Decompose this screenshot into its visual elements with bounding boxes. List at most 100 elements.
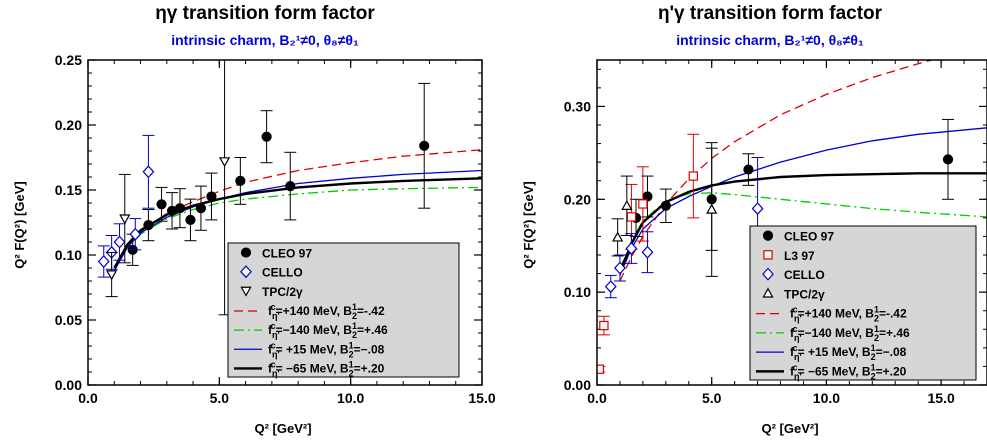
legend-label: fη'c= −65 MeV, B21=+.20 (790, 362, 907, 381)
legend-label: CLEO 97 (262, 247, 312, 261)
data-point (751, 202, 764, 216)
legend-label-part: 1 (349, 340, 354, 350)
y-tick-label: 0.25 (55, 52, 82, 68)
plot-area: 0.0 5.0 10.0 15.0 0.00 0.10 0.20 0.30 CLEO 97 L3 … (564, 59, 987, 406)
legend-label-part: c (271, 340, 276, 350)
data-point (185, 214, 196, 225)
x-tick-label: 10.0 (813, 390, 840, 406)
legend-label-part: =+140 MeV, B (798, 307, 875, 321)
legend-label-part: c (793, 305, 798, 315)
legend-label-part: η' (794, 352, 802, 362)
legend-label-part: η' (272, 311, 280, 321)
x-tick-label: 15.0 (927, 390, 954, 406)
data-point (285, 181, 296, 192)
theory-curve (113, 186, 482, 271)
legend-label-part: =+.20 (876, 364, 907, 378)
data-point (604, 280, 617, 294)
data-point (206, 191, 217, 202)
legend-label-part: =+.46 (879, 326, 910, 340)
data-point (218, 157, 231, 168)
legend-label-part: c (793, 362, 798, 372)
data-point (97, 255, 110, 268)
legend-label-part: 2 (871, 371, 876, 381)
data-point (261, 131, 272, 142)
legend-label-part: 1 (874, 305, 879, 315)
chart-title: η'γ transition form factor (658, 3, 883, 24)
y-axis-label: Q² F(Q²) [GeV] (521, 181, 536, 268)
chart-subtitle: intrinsic charm, B₂¹≠0, θ₈≠θ₁ (676, 32, 864, 48)
data-point (621, 199, 633, 210)
data-point (174, 203, 186, 214)
x-tick-label: 15.0 (468, 390, 495, 406)
legend-label-part: = −65 MeV, B (798, 364, 871, 378)
legend-label: fη'c=+140 MeV, B21=-.42 (790, 305, 907, 324)
y-axis-label: Q² F(Q²) [GeV] (12, 181, 27, 268)
x-axis-label: Q² [GeV²] (761, 421, 818, 436)
legend-label-part: 2 (352, 330, 357, 340)
legend-label: fη'c= +15 MeV, B21=−.08 (268, 340, 385, 359)
data-point (641, 245, 654, 259)
legend-label: TPC/2γ (784, 287, 825, 301)
legend-label-part: 2 (874, 333, 879, 343)
legend-label-part: =-.42 (357, 304, 385, 318)
legend-label-part: η' (272, 330, 280, 340)
legend-label: fη'c= +15 MeV, B21=−.08 (790, 343, 907, 362)
legend-box (227, 242, 460, 378)
data-point (743, 164, 754, 175)
legend-label-part: η' (272, 368, 280, 378)
legend-label-part: =−.08 (354, 342, 385, 356)
data-points (97, 60, 431, 316)
plot-area: 0.0 5.0 10.0 15.0 0.00 0.05 0.10 0.15 0.20 0.25 CL… (55, 52, 496, 406)
legend-label-part: =-.42 (879, 307, 907, 321)
legend-label-part: f (268, 342, 273, 356)
legend-label-part: c (271, 321, 276, 331)
legend-label: CELLO (262, 266, 303, 280)
legend-label-part: =+140 MeV, B (276, 304, 353, 318)
legend-label-part: =−.08 (876, 345, 907, 359)
data-point (143, 220, 154, 231)
x-tick-label: 10.0 (337, 390, 364, 406)
plot-frame (87, 59, 483, 386)
y-tick-label: 0.00 (55, 377, 82, 393)
y-tick-label: 0.30 (564, 98, 591, 114)
legend-label-part: 1 (352, 302, 357, 312)
legend-label-part: f (268, 304, 273, 318)
legend-label: CLEO 97 (784, 230, 834, 244)
legend-label: fη'c=−140 MeV, B21=+.46 (790, 324, 910, 343)
legend-label-part: 1 (871, 343, 876, 353)
legend-label-part: =+.46 (357, 323, 388, 337)
legend-label-part: =−140 MeV, B (276, 323, 353, 337)
data-point (599, 320, 609, 331)
legend-label-part: η' (794, 371, 802, 381)
legend-box (749, 225, 977, 381)
y-tick-label: 0.00 (564, 377, 591, 393)
legend-label: fη'c= −65 MeV, B21=+.20 (268, 359, 385, 378)
eta-prime-gamma-chart: η'γ transition form factor intrinsic cha… (521, 3, 987, 436)
legend-marker (240, 247, 252, 258)
legend-label: L3 97 (784, 249, 815, 263)
legend-label-part: 1 (874, 324, 879, 334)
legend-label-part: c (271, 359, 276, 369)
legend-label: fη'c=+140 MeV, B21=-.42 (268, 302, 385, 321)
y-tick-label: 0.20 (55, 117, 82, 133)
data-point (113, 235, 126, 249)
legend-label-part: 2 (871, 352, 876, 362)
data-point (660, 200, 671, 211)
legend-label-part: = +15 MeV, B (798, 345, 871, 359)
legend-marker (240, 265, 252, 279)
y-tick-label: 0.20 (564, 191, 591, 207)
data-point (156, 199, 167, 210)
legend-marker (240, 286, 252, 297)
data-point (597, 364, 604, 374)
data-points (597, 118, 954, 374)
theory-curve (619, 127, 987, 276)
curves (618, 60, 987, 282)
legend-label-part: 2 (349, 349, 354, 359)
legend-label-part: f (790, 364, 795, 378)
data-point (612, 231, 624, 242)
data-point (129, 227, 142, 241)
data-point (142, 165, 155, 179)
legend-label-part: f (790, 345, 795, 359)
data-point (625, 242, 638, 255)
